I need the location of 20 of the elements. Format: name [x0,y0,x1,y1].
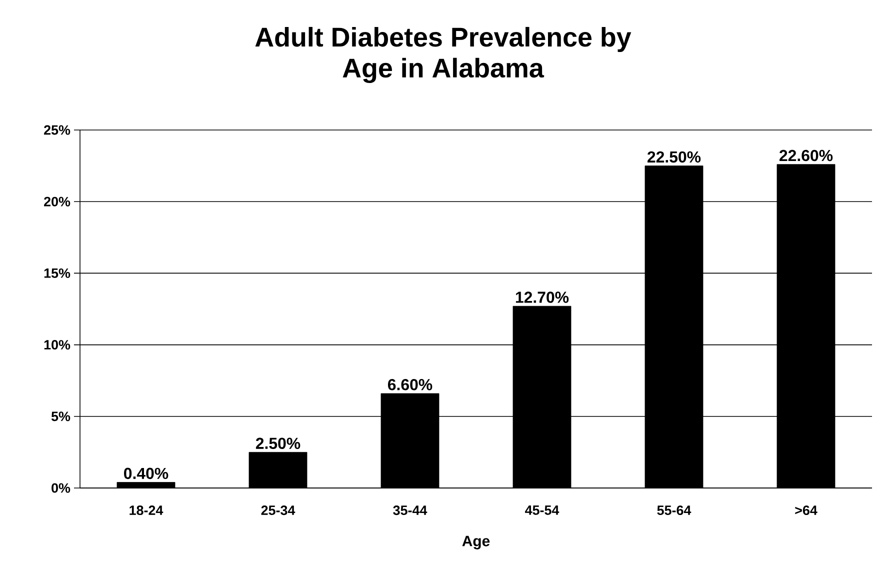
data-label: 2.50% [256,438,300,449]
y-tick-label: 5% [51,412,70,422]
y-tick-label: 10% [44,340,70,350]
x-tick-label: 45-54 [525,506,560,515]
x-tick-label: 18-24 [130,506,164,516]
y-tick-label: 0% [52,483,70,493]
chart-title: Adult Diabetes Prevalence by Age in Alabama [255,26,632,84]
x-tick-label: >64 [795,506,818,516]
data-label: 22.50% [648,151,701,163]
y-tick-label: 25% [44,125,70,135]
x-tick-label: 35-44 [393,506,428,516]
y-tick-label: 20% [44,196,70,206]
data-label: 22.60% [780,150,833,162]
x-axis-title: Age [462,536,490,550]
x-tick-label: 55-64 [657,506,692,516]
data-label: 6.60% [388,379,432,390]
data-label: 0.40% [124,468,168,480]
y-tick-label: 15% [44,268,70,278]
data-label: 12.70% [516,292,569,303]
x-tick-label: 25-34 [261,506,296,516]
